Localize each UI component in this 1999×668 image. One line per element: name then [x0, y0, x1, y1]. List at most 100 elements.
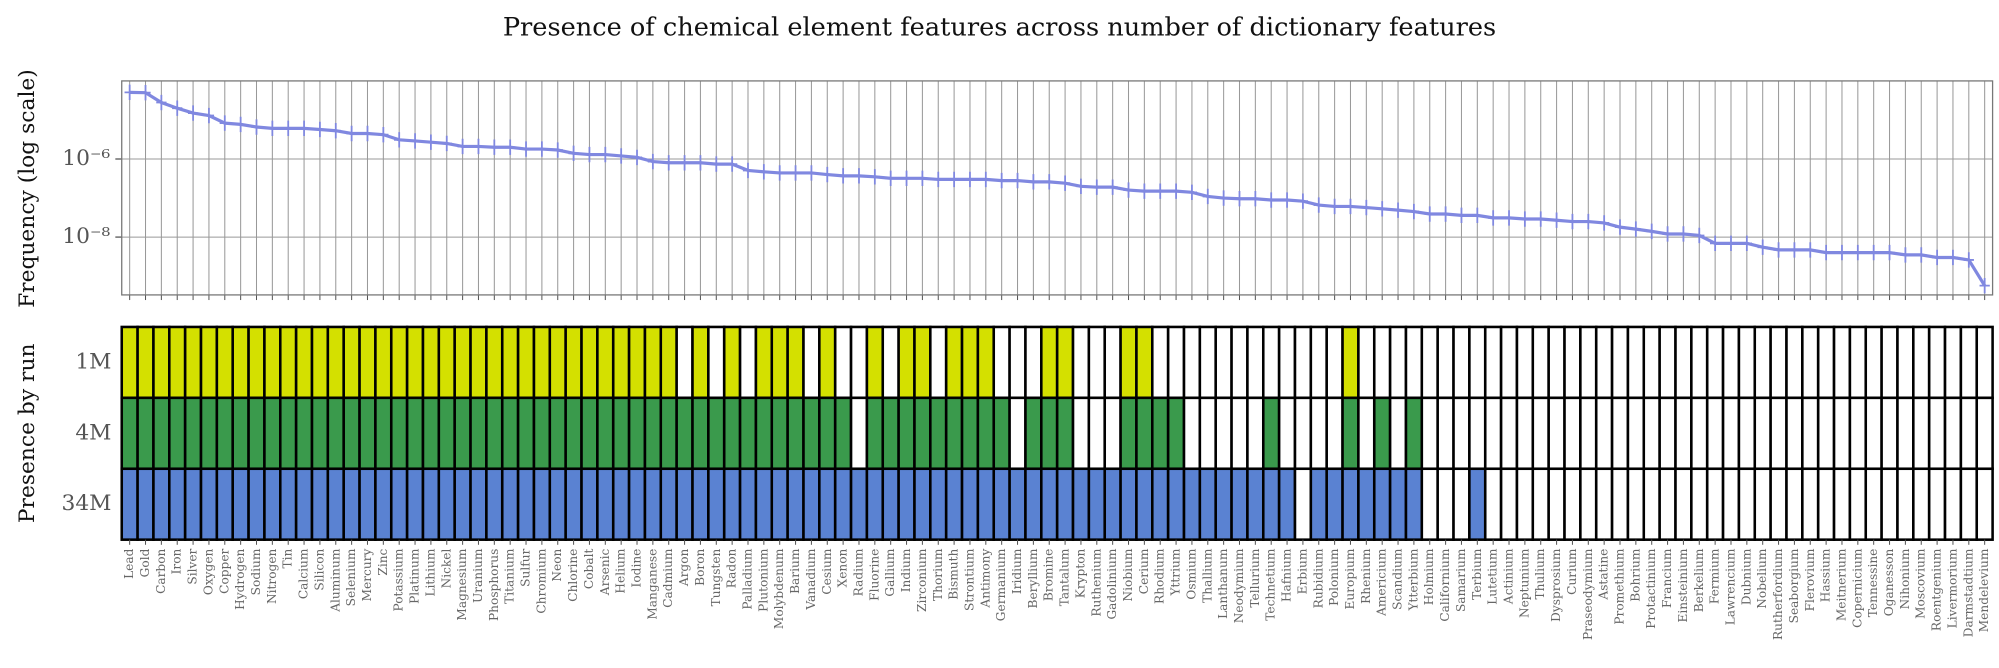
presence-cell — [532, 325, 552, 400]
plot-area — [121, 80, 1993, 295]
presence-cell — [960, 325, 980, 400]
presence-cell — [1182, 325, 1202, 400]
presence-cell — [580, 325, 599, 400]
presence-cell — [263, 396, 282, 471]
x-tick-label: Rutherfordium — [1771, 548, 1785, 640]
presence-cell — [1499, 396, 1519, 471]
presence-cell — [247, 396, 266, 471]
presence-cell — [389, 396, 409, 471]
x-tick-label: Indium — [899, 548, 913, 592]
presence-cell — [548, 325, 567, 400]
point-marker — [1297, 193, 1309, 209]
presence-cell — [1325, 396, 1344, 471]
presence-cell — [1246, 396, 1265, 471]
presence-cell — [1721, 467, 1741, 541]
row-label: 1M — [75, 349, 111, 374]
presence-cell — [263, 467, 282, 541]
point-marker — [346, 125, 357, 142]
point-marker — [1646, 223, 1657, 240]
presence-cell — [865, 467, 885, 541]
presence-cell — [469, 467, 488, 541]
point-marker — [489, 139, 500, 155]
x-tick-label: Copper — [217, 548, 231, 593]
presence-cell — [1563, 325, 1582, 400]
point-marker — [520, 141, 532, 157]
presence-cell — [1927, 325, 1947, 400]
presence-cell — [326, 467, 345, 541]
presence-cell — [1119, 467, 1138, 541]
presence-cell — [1610, 396, 1630, 471]
presence-cell — [786, 467, 805, 541]
x-tick-label: Polonium — [1327, 548, 1341, 606]
presence-cell — [564, 467, 583, 541]
x-tick-label: Antimony — [978, 549, 992, 609]
x-tick-label: Technetium — [1264, 548, 1278, 621]
x-tick-label: Cadmium — [661, 548, 675, 608]
x-tick-label: Dysprosium — [1549, 548, 1563, 622]
presence-cell — [120, 467, 139, 541]
point-marker — [1916, 247, 1927, 263]
presence-cell — [1785, 467, 1804, 541]
x-tick-label: Rhenium — [1359, 548, 1373, 604]
point-marker — [1979, 277, 1990, 294]
point-marker — [172, 100, 183, 116]
presence-cell — [294, 396, 314, 471]
presence-cell — [1055, 467, 1075, 541]
presence-cell — [1816, 325, 1836, 400]
x-tick-label: Livermorium — [1945, 548, 1959, 628]
point-marker — [742, 162, 754, 179]
presence-cell — [1515, 396, 1535, 471]
presence-cell — [818, 325, 837, 400]
presence-cell — [215, 325, 234, 400]
presence-cell — [865, 325, 885, 400]
presence-cell — [976, 467, 996, 541]
presence-cell — [659, 325, 678, 400]
presence-cell — [1626, 467, 1646, 541]
point-marker — [711, 156, 722, 172]
presence-cell — [675, 396, 694, 471]
presence-cell — [1055, 396, 1075, 471]
presence-cell — [1816, 396, 1836, 471]
presence-cell — [1769, 396, 1788, 471]
presence-cell — [1880, 325, 1899, 400]
presence-cell — [659, 467, 678, 541]
x-tick-label: Dubnium — [1739, 548, 1753, 605]
x-tick-label: Praseodymium — [1581, 548, 1595, 640]
presence-cell — [231, 467, 250, 541]
presence-cell — [691, 467, 710, 541]
presence-cell — [374, 325, 393, 400]
x-tick-label: Roentgenium — [1930, 548, 1944, 631]
x-tick-label: Berkelium — [1692, 548, 1706, 612]
presence-cell — [247, 325, 266, 400]
point-marker — [1218, 190, 1229, 206]
point-marker — [1377, 201, 1388, 217]
presence-cell — [358, 467, 377, 541]
point-marker — [362, 125, 373, 142]
presence-cell — [1261, 325, 1281, 400]
point-marker — [1678, 226, 1689, 242]
point-marker — [1123, 182, 1134, 198]
point-marker — [1630, 221, 1641, 237]
presence-cell — [1785, 325, 1804, 400]
presence-cell — [786, 325, 805, 400]
x-tick-label: Copernicium — [1850, 548, 1864, 628]
presence-cell — [548, 396, 567, 471]
presence-cell — [405, 467, 425, 541]
x-tick-label: Plutonium — [756, 548, 770, 612]
presence-cell — [643, 325, 663, 400]
presence-cell — [500, 325, 520, 400]
presence-cell — [643, 467, 663, 541]
presence-cell — [1087, 467, 1107, 541]
x-tick-label: Zirconium — [915, 548, 929, 612]
presence-cell — [754, 396, 774, 471]
presence-cell — [120, 396, 139, 471]
presence-cell — [1848, 396, 1868, 471]
presence-cell — [1008, 325, 1027, 400]
x-tick-label: Meitnerium — [1834, 548, 1848, 621]
point-marker — [853, 168, 865, 184]
presence-cell — [1705, 325, 1725, 400]
y-axis-label: Presence by run — [15, 344, 40, 524]
presence-cell — [1087, 325, 1107, 400]
presence-cell — [1024, 467, 1043, 541]
